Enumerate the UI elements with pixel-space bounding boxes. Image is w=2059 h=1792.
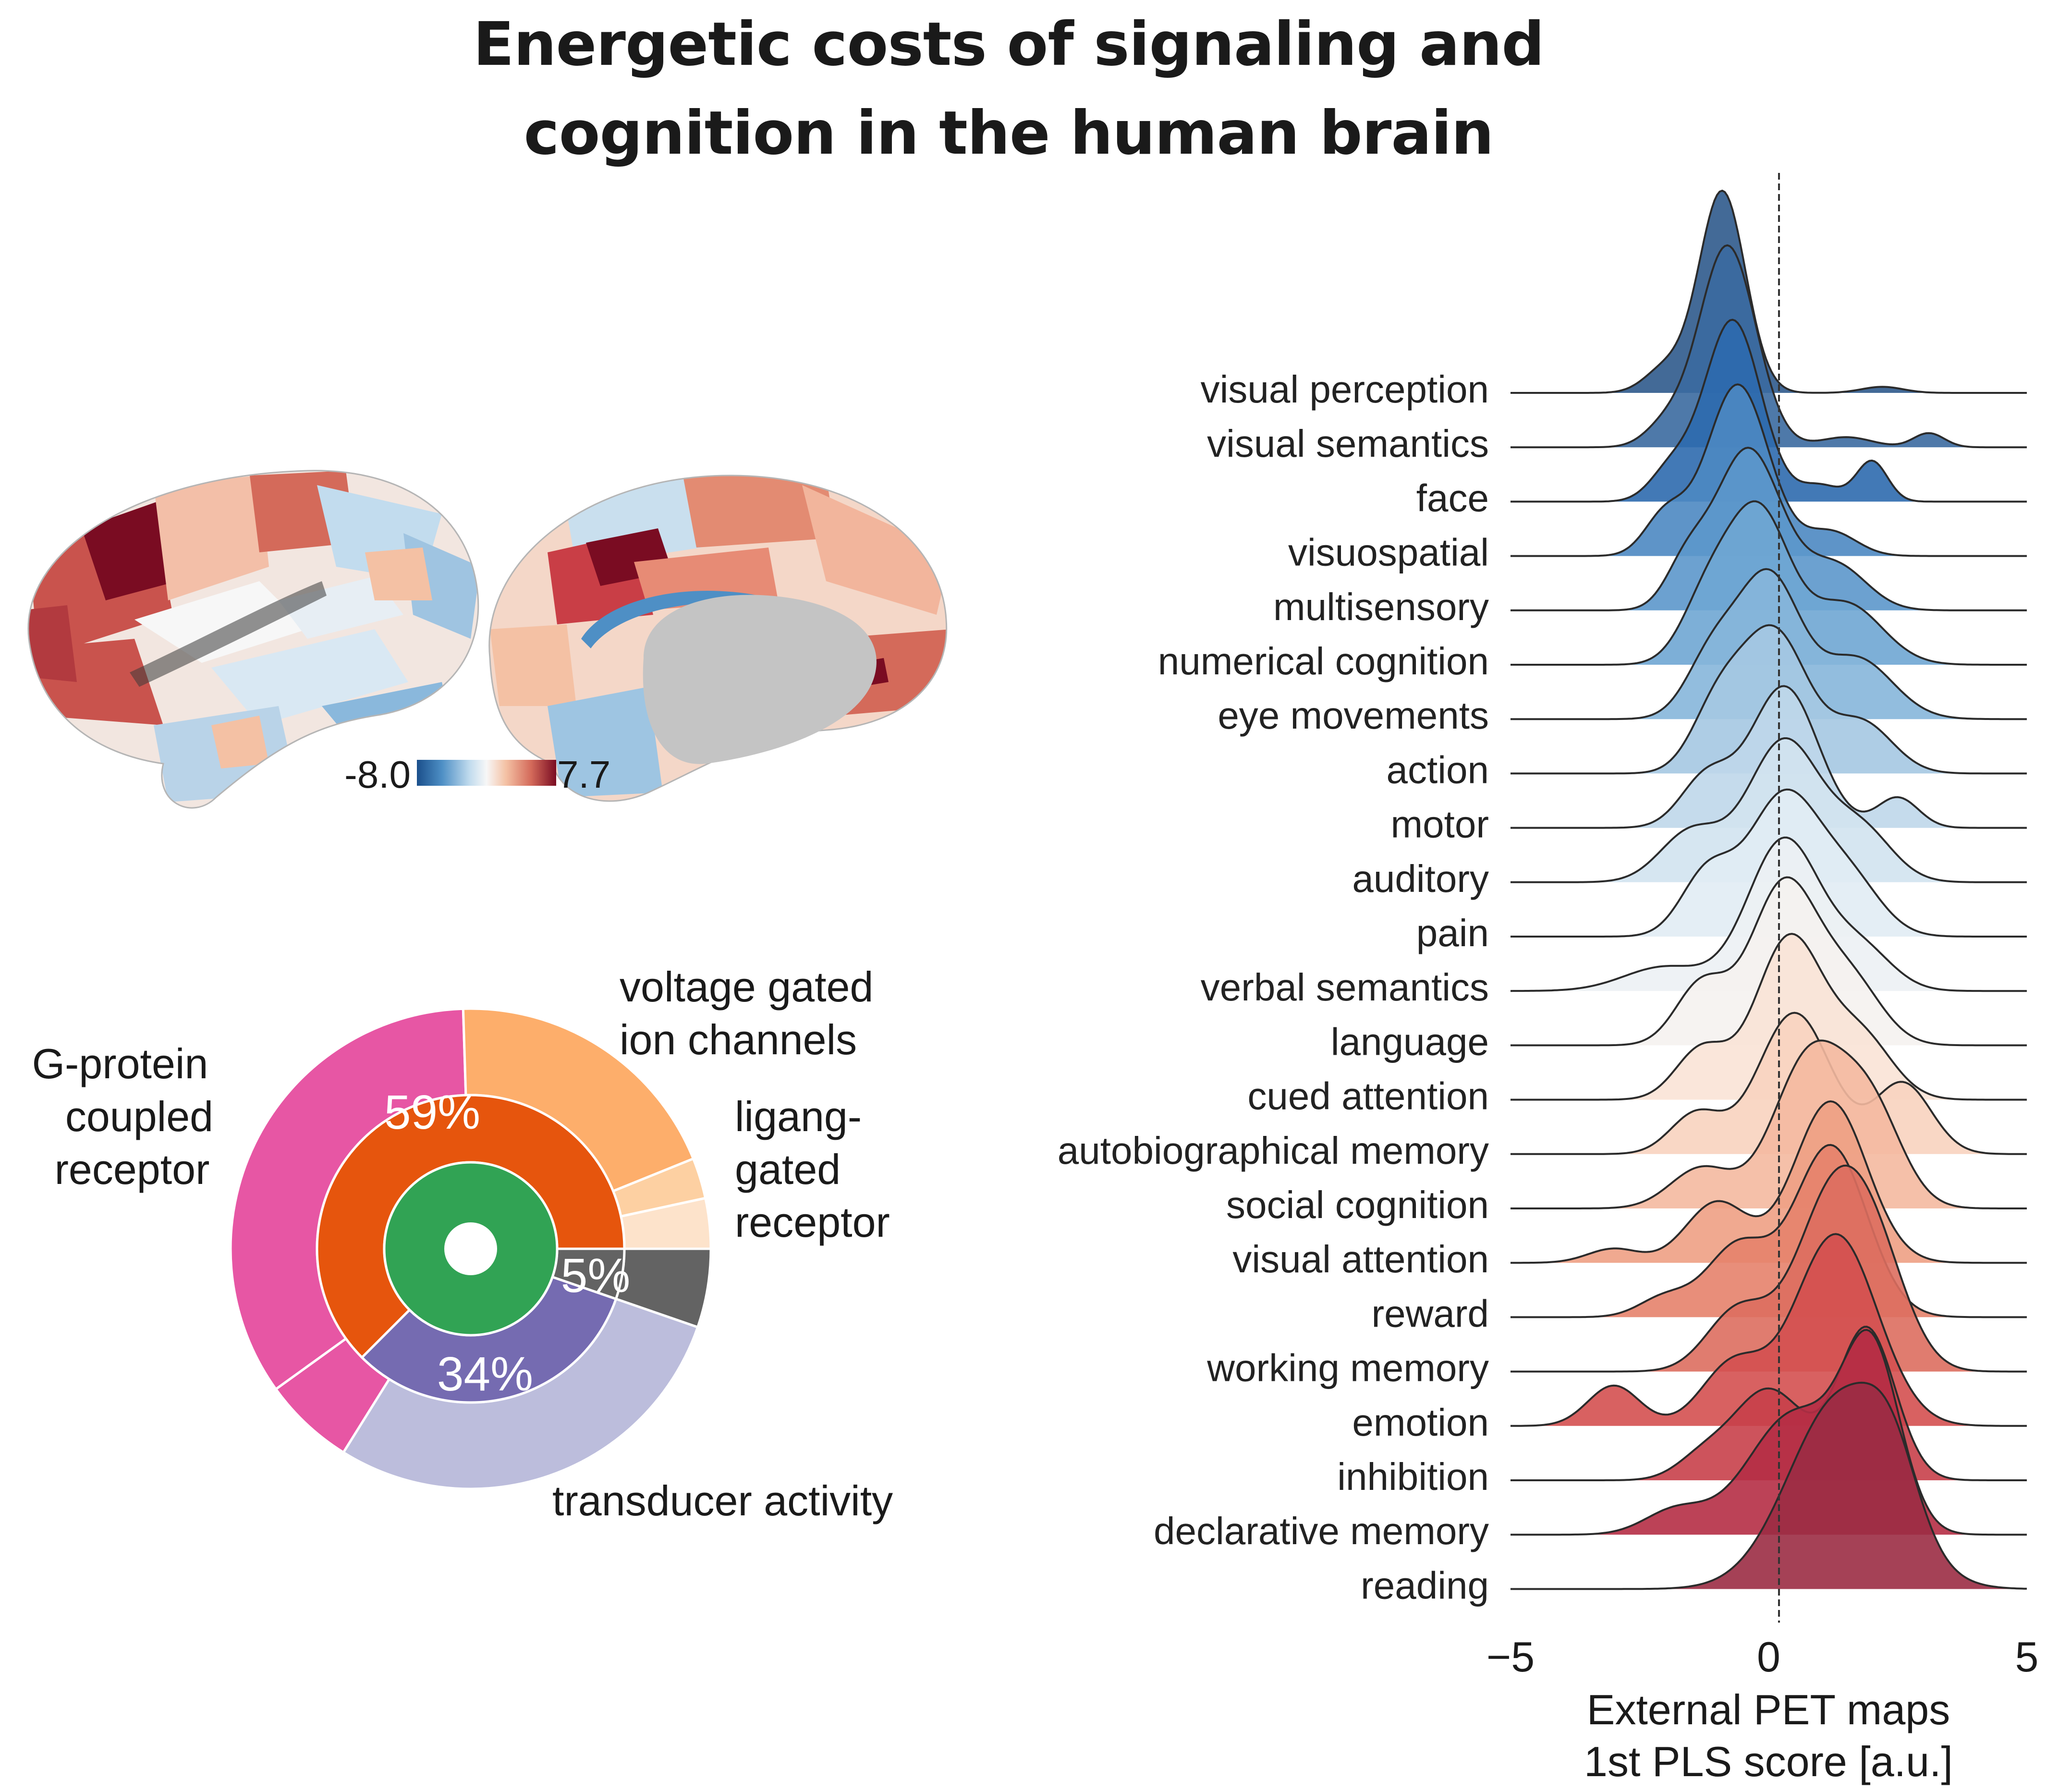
lateral-hemisphere (28, 470, 478, 808)
ridge-label-language: language (1331, 1020, 1489, 1063)
percent-59-label: 59% (384, 1085, 480, 1139)
ridge-line-autobiographical-memory (1511, 1012, 2027, 1155)
ridge-label-social-cognition: social cognition (1226, 1183, 1489, 1226)
ridge-label-cued-attention: cued attention (1247, 1075, 1489, 1118)
ridge-area-emotion (1511, 1234, 2027, 1426)
ridge-line-cued-attention (1511, 933, 2027, 1101)
percent-34-label: 34% (437, 1347, 533, 1401)
ridge-label-working-memory: working memory (1206, 1347, 1489, 1390)
ridge-line-visual-semantics (1511, 244, 2027, 449)
colorbar-min-label: -8.0 (344, 753, 411, 796)
ridge-area-reading (1511, 1382, 2027, 1589)
ridge-label-declarative-memory: declarative memory (1154, 1510, 1489, 1552)
ridge-line-visual-perception (1511, 189, 2027, 394)
ridge-area-cued-attention (1511, 934, 2027, 1100)
ridge-line-emotion (1511, 1233, 2027, 1427)
ridge-label-face: face (1416, 476, 1489, 519)
ridge-line-pain (1511, 788, 2027, 938)
ridge-area-visuospatial (1511, 384, 2027, 556)
gpcr-label-line-2: coupled (65, 1093, 213, 1140)
x-tick-label: 5 (2015, 1633, 2039, 1681)
ridgeline-category-labels: visual perception visual semantics face vis… (1058, 368, 1489, 1607)
voltage-label-line-1: voltage gated (620, 963, 873, 1011)
ridge-line-reading (1511, 1381, 2027, 1590)
colorbar (417, 760, 556, 786)
ridge-line-motor (1511, 685, 2027, 829)
ridge-label-numerical-cognition: numerical cognition (1158, 640, 1489, 683)
gpcr-label-line-1: G-protein (32, 1040, 208, 1087)
ridge-line-eye-movements (1511, 568, 2027, 720)
ridge-area-visual-semantics (1511, 245, 2027, 448)
medial-wall (643, 595, 877, 764)
x-axis-ticks: −5 0 5 (1486, 1633, 2039, 1681)
ridge-area-working-memory (1511, 1165, 2027, 1372)
ridge-label-multisensory: multisensory (1273, 585, 1489, 628)
ridge-line-numerical-cognition (1511, 500, 2027, 666)
medial-outline (488, 475, 948, 802)
ridge-label-reward: reward (1371, 1292, 1489, 1335)
ridge-label-visual-semantics: visual semantics (1207, 422, 1489, 465)
transducer-label: transducer activity (552, 1477, 893, 1524)
ridge-line-auditory (1511, 737, 2027, 883)
ridge-label-reading: reading (1361, 1564, 1489, 1607)
title-line-1: Energetic costs of signaling and (473, 10, 1545, 79)
ridge-line-working-memory (1511, 1164, 2027, 1373)
x-axis-label-line-2: 1st PLS score [a.u.] (1584, 1738, 1953, 1785)
ridge-area-autobiographical-memory (1511, 1012, 2027, 1154)
brain-surface-panel: -8.0 7.7 (27, 470, 948, 809)
ridgeline-chart: visual perception visual semantics face vis… (1058, 173, 2039, 1785)
ridge-line-declarative-memory (1511, 1329, 2027, 1536)
ridge-label-visual-attention: visual attention (1232, 1238, 1489, 1280)
ridge-area-visual-attention (1511, 1101, 2027, 1263)
ridge-label-verbal-semantics: verbal semantics (1201, 966, 1489, 1009)
ridge-label-emotion: emotion (1352, 1401, 1489, 1444)
ridge-area-visual-perception (1511, 190, 2027, 393)
colorbar-max-label: 7.7 (557, 753, 610, 796)
ridge-line-verbal-semantics (1510, 836, 2027, 992)
ridge-label-action: action (1387, 748, 1489, 791)
ridge-label-eye-movements: eye movements (1218, 694, 1489, 737)
percent-5-label: 5% (561, 1249, 631, 1303)
ridge-label-motor: motor (1391, 803, 1489, 846)
ridge-label-inhibition: inhibition (1337, 1455, 1489, 1498)
ridge-area-reward (1511, 1145, 2027, 1317)
ligand-label-line-2: gated (735, 1146, 841, 1193)
x-axis-label-line-1: External PET maps (1587, 1686, 1950, 1733)
ridge-line-multisensory (1511, 447, 2027, 611)
ridge-label-pain: pain (1416, 912, 1489, 954)
ridge-label-visual-perception: visual perception (1201, 368, 1489, 411)
sunburst-rings: 59% 34% 5% (229, 1007, 712, 1490)
center-hole (444, 1222, 497, 1275)
ridge-line-reward (1511, 1144, 2027, 1318)
ridge-line-face (1511, 318, 2027, 503)
figure-title: Energetic costs of signaling and cogniti… (0, 0, 2017, 178)
ligand-label-line-3: receptor (735, 1198, 890, 1246)
ridge-line-language (1511, 876, 2027, 1047)
x-tick-label: 0 (1757, 1633, 1780, 1681)
sunburst-labels: G-protein coupled receptor voltage gated… (32, 963, 893, 1524)
sunburst-chart: 59% 34% 5% G-protein coupled receptor vo… (32, 963, 893, 1524)
ridge-line-visuospatial (1511, 383, 2027, 557)
voltage-label-line-2: ion channels (620, 1016, 857, 1063)
ridge-line-inhibition (1511, 1326, 2027, 1481)
ridgeline-curves (1510, 189, 2027, 1590)
ridge-line-social-cognition (1511, 1039, 2027, 1209)
ridge-label-autobiographical-memory: autobiographical memory (1058, 1129, 1489, 1172)
title-line-2: cognition in the human brain (524, 98, 1494, 168)
ridge-area-language (1511, 877, 2027, 1046)
x-tick-label: −5 (1486, 1633, 1535, 1681)
ridge-area-social-cognition (1511, 1040, 2027, 1208)
gpcr-label-line-3: receptor (55, 1146, 210, 1193)
ligand-label-line-1: ligang- (735, 1093, 862, 1140)
ridge-label-auditory: auditory (1352, 857, 1489, 900)
ridge-line-visual-attention (1511, 1100, 2027, 1264)
lateral-outline (27, 470, 479, 809)
ridge-line-action (1511, 624, 2027, 775)
ridge-label-visuospatial: visuospatial (1288, 531, 1489, 574)
